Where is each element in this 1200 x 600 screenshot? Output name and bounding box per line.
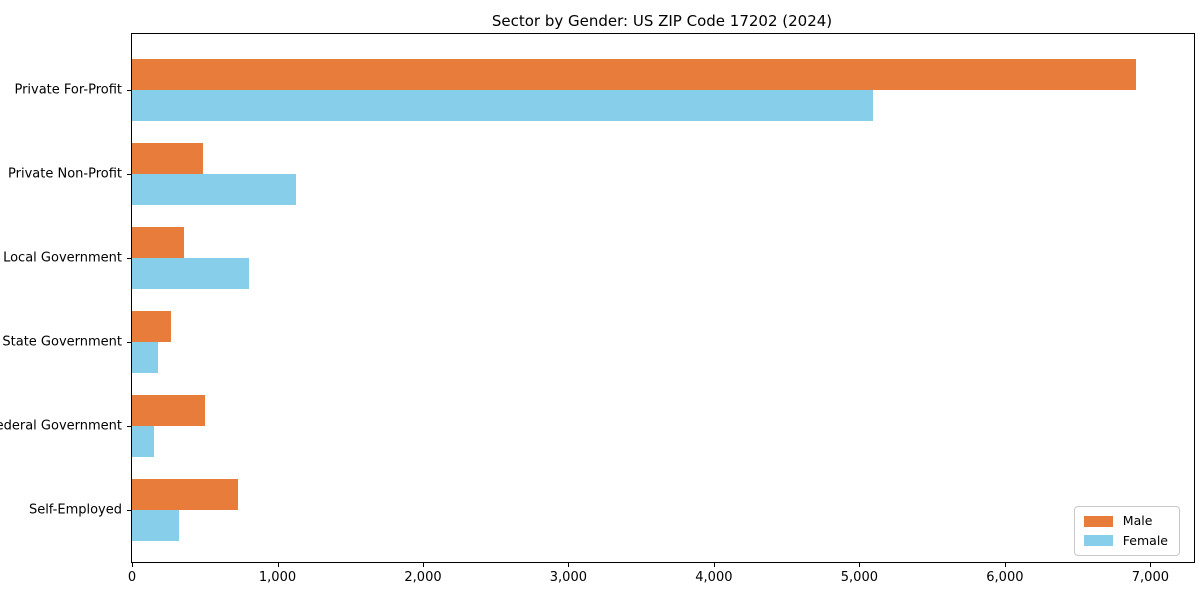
- x-axis-label-2000: 2,000: [404, 570, 442, 585]
- x-tick-mark: [423, 562, 424, 567]
- x-axis-label-5000: 5,000: [840, 570, 878, 585]
- chart-title: Sector by Gender: US ZIP Code 17202 (202…: [491, 12, 833, 30]
- y-tick-mark: [127, 90, 132, 91]
- plot-area: Male Female Private For-Profit Private Non…: [0, 33, 1195, 585]
- legend-swatch-male: [1083, 515, 1113, 527]
- x-tick-mark: [277, 562, 279, 567]
- y-tick-mark: [127, 258, 132, 259]
- x-tick-mark: [713, 562, 715, 567]
- x-axis-label-0: 0: [127, 570, 137, 585]
- y-tick-mark: [127, 174, 132, 175]
- bar-female-state-government: [132, 342, 159, 373]
- bar-female-private-non-profit: [132, 174, 297, 205]
- bar-female-self-employed: [132, 510, 179, 541]
- y-tick-mark: [127, 342, 132, 343]
- x-tick-mark: [568, 562, 570, 567]
- x-tick-mark: [859, 562, 861, 567]
- x-axis-label-3000: 3,000: [549, 570, 587, 585]
- bar-female-private-for-profit: [132, 90, 873, 121]
- legend-label-female: Female: [1122, 532, 1168, 548]
- bar-female-federal-government: [132, 426, 154, 457]
- y-axis-label-state-government: State Government: [2, 334, 122, 350]
- x-axis-label-6000: 6,000: [986, 570, 1024, 585]
- y-axis-label-private-non-profit: Private Non-Profit: [8, 166, 122, 182]
- y-axis-label-self-employed: Self-Employed: [28, 502, 122, 518]
- legend-label-male: Male: [1122, 513, 1153, 528]
- bar-male-self-employed: [132, 479, 239, 510]
- bar-male-private-for-profit: [132, 59, 1136, 90]
- x-tick-mark: [1004, 562, 1006, 567]
- legend: Male Female: [1073, 506, 1180, 556]
- y-axis-label-private-for-profit: Private For-Profit: [14, 82, 122, 98]
- bar-male-federal-government: [132, 395, 205, 426]
- legend-entry-female: Female: [1083, 532, 1168, 548]
- bar-male-local-government: [132, 227, 184, 258]
- x-tick-mark: [132, 562, 133, 567]
- legend-entry-male: Male: [1083, 513, 1168, 528]
- x-axis-label-1000: 1,000: [258, 570, 297, 585]
- x-axis-label-4000: 4,000: [695, 570, 733, 585]
- bar-male-state-government: [132, 311, 172, 342]
- y-tick-mark: [127, 510, 132, 511]
- x-axis-label-7000: 7,000: [1131, 570, 1169, 585]
- y-axis-label-federal-government: Federal Government: [0, 418, 122, 434]
- y-axis-label-local-government: Local Government: [3, 250, 122, 266]
- y-tick-mark: [127, 426, 132, 427]
- bar-female-local-government: [132, 258, 250, 289]
- legend-swatch-female: [1083, 535, 1113, 547]
- bar-male-private-non-profit: [132, 143, 204, 174]
- x-tick-mark: [1150, 562, 1152, 567]
